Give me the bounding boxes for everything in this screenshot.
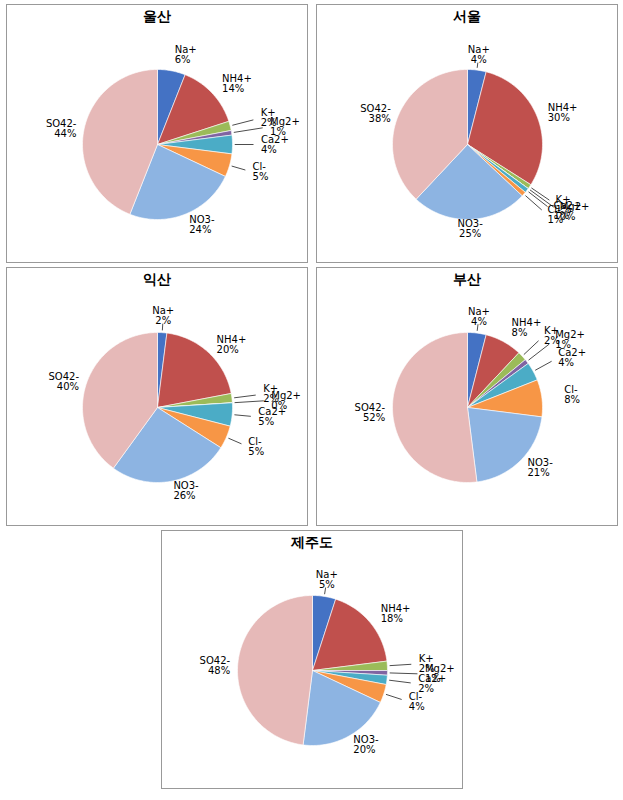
svg-text:Na+5%: Na+5% (315, 569, 337, 590)
svg-text:NO3-26%: NO3-26% (173, 480, 199, 501)
svg-text:Cl-8%: Cl-8% (564, 384, 580, 405)
svg-text:Na+2%: Na+2% (152, 305, 174, 326)
svg-text:Ca2+4%: Ca2+4% (558, 347, 586, 368)
svg-text:Cl-1%: Cl-1% (547, 204, 563, 225)
svg-text:Ca2+4%: Ca2+4% (261, 134, 289, 155)
svg-text:SO42-40%: SO42-40% (48, 371, 79, 392)
svg-text:Na+4%: Na+4% (467, 44, 489, 65)
svg-text:NH4+14%: NH4+14% (222, 73, 252, 94)
svg-text:NO3-25%: NO3-25% (457, 218, 483, 239)
svg-text:Na+6%: Na+6% (174, 44, 196, 65)
svg-text:SO42-48%: SO42-48% (199, 655, 230, 676)
svg-text:NH4+20%: NH4+20% (216, 334, 246, 355)
svg-text:NH4+30%: NH4+30% (547, 102, 577, 123)
svg-text:Na+4%: Na+4% (467, 306, 489, 327)
svg-text:SO42-44%: SO42-44% (45, 118, 76, 139)
svg-text:Ca2+5%: Ca2+5% (258, 406, 286, 427)
svg-text:NO3-20%: NO3-20% (353, 734, 379, 755)
svg-text:NH4+8%: NH4+8% (511, 317, 541, 338)
svg-text:SO42-52%: SO42-52% (354, 402, 385, 423)
svg-text:Cl-5%: Cl-5% (252, 161, 268, 182)
svg-text:SO42-38%: SO42-38% (360, 103, 391, 124)
svg-text:NH4+18%: NH4+18% (380, 603, 410, 624)
svg-text:Cl-5%: Cl-5% (248, 436, 264, 457)
svg-text:NO3-24%: NO3-24% (189, 214, 215, 235)
svg-text:NO3-21%: NO3-21% (527, 457, 553, 478)
svg-text:Cl-4%: Cl-4% (408, 691, 424, 712)
svg-text:Ca2+2%: Ca2+2% (418, 673, 446, 694)
